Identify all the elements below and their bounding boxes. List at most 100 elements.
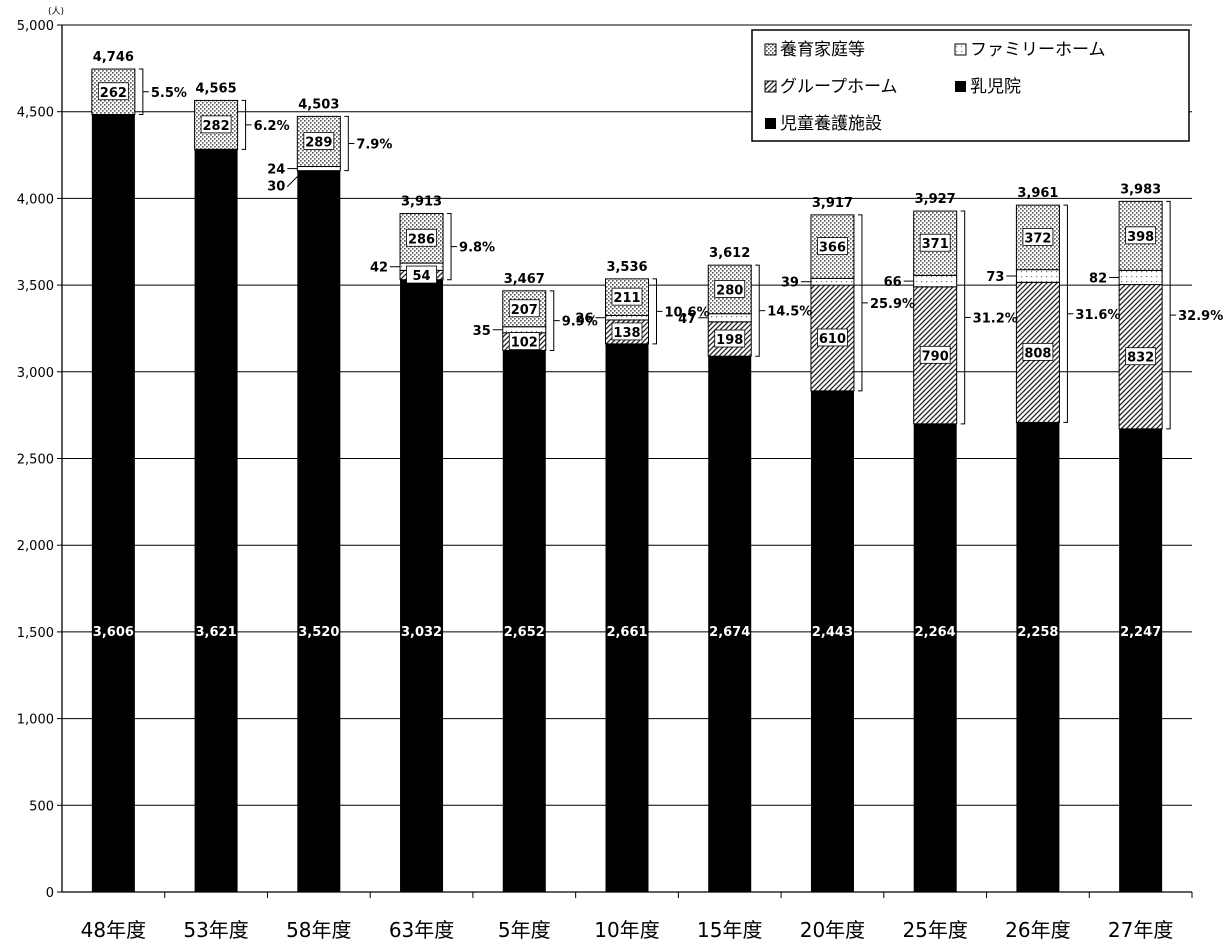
percent-label: 14.5% [767,305,812,320]
foster-value-label: 371 [922,237,949,252]
foster-value-label: 211 [613,291,640,306]
x-tick-label: 63年度 [389,918,454,942]
legend-label-childcare: 児童養護施設 [780,114,882,134]
legend-swatch-familyhome [954,43,967,56]
x-tick-label: 58年度 [286,918,351,942]
bar-familyhome [1015,269,1060,283]
foster-value-box [714,280,746,298]
legend-swatch-foster [764,43,777,56]
childcare-value-label: 2,443 [812,625,853,640]
foster-value-label: 280 [716,283,743,298]
foster-value-box [97,82,129,101]
foster-value-box [1125,226,1157,245]
percent-bracket [138,68,144,115]
percent-label: 9.9% [562,315,598,330]
legend-swatch-infanthome [955,81,966,92]
percent-bracket [447,212,452,281]
bar-childcare [91,114,135,892]
percent-bracket [1063,204,1068,423]
x-tick-label: 20年度 [800,918,865,942]
total-label: 3,917 [812,196,853,211]
grouphome-value-label: 790 [922,349,949,364]
grouphome-value-box [508,332,540,351]
total-label: 3,913 [401,194,442,209]
y-tick-label: 3,500 [17,279,54,294]
grouphome-value-label: 832 [1127,351,1154,366]
percent-label: 7.9% [356,138,392,153]
x-tick-label: 5年度 [498,918,551,942]
grouphome-value-label: 610 [819,332,846,347]
x-tick-label: 26年度 [1005,918,1070,942]
bar-childcare [297,170,341,892]
percent-label: 9.8% [459,241,495,256]
foster-value-label: 398 [1127,230,1154,245]
bar-familyhome [1118,269,1163,286]
childcare-value-label: 3,520 [298,625,339,640]
y-unit-label: (人) [48,6,64,17]
x-tick-label: 53年度 [183,918,248,942]
percent-label: 10.6% [665,305,710,320]
percent-bracket [344,115,349,172]
grouphome-value-box [1125,347,1157,366]
bar-familyhome [810,277,855,286]
percent-label: 31.2% [973,311,1018,326]
legend-label-foster: 養育家庭等 [780,40,865,60]
childcare-value-label: 3,621 [196,625,237,640]
grouphome-value-box [611,322,643,341]
percent-bracket [549,290,555,351]
familyhome-value-label: 66 [884,275,902,290]
total-label: 4,746 [93,50,134,65]
childcare-value-label: 2,264 [915,625,956,640]
extra-leader [286,176,298,188]
percent-label: 5.5% [151,86,187,101]
bar-childcare [810,390,854,892]
familyhome-value-label: 24 [267,163,285,178]
legend-label-familyhome: ファミリーホーム [970,40,1106,60]
bar-childcare [502,350,546,892]
grouphome-value-label: 198 [716,333,743,348]
legend-box [751,29,1190,142]
grouphome-value-box [406,265,437,284]
y-tick-label: 1,500 [17,626,54,641]
childcare-value-label: 3,606 [93,625,134,640]
foster-value-box [1022,228,1054,246]
familyhome-value-label: 82 [1089,271,1107,286]
total-label: 4,565 [196,81,237,96]
axes: 0 500 1,000 1,500 2,000 2,500 3,000 3,500 4,000 4… [17,19,1193,942]
bars [91,68,1163,893]
grouphome-value-label: 808 [1024,346,1051,361]
foster-value-label: 372 [1024,231,1051,246]
foster-value-label: 207 [511,303,538,318]
familyhome-value-label: 73 [986,270,1004,285]
foster-value-box [508,299,540,318]
foster-value-box [303,132,335,150]
bar-familyhome [605,314,649,321]
y-tick-label: 0 [46,886,54,901]
y-tick-label: 2,500 [17,453,54,468]
percent-label: 31.6% [1075,308,1120,323]
total-label: 3,612 [709,246,750,261]
bar-childcare [1119,428,1163,892]
y-tick-label: 4,500 [17,106,54,121]
legend-label-infanthome: 乳児院 [970,77,1021,97]
grouphome-value-label: 102 [511,336,538,351]
y-tick-label: 1,000 [17,713,54,728]
bar-familyhome [502,326,547,334]
x-tick-label: 48年度 [81,918,146,942]
x-tick-label: 25年度 [902,918,967,942]
grouphome-value-label: 54 [412,269,430,284]
total-label: 3,927 [915,192,956,207]
bar-familyhome [707,313,752,323]
y-tick-label: 3,000 [17,366,54,381]
percent-bracket [241,99,247,150]
childcare-value-label: 3,032 [401,625,442,640]
familyhome-value-label: 42 [370,261,388,276]
foster-value-box [919,233,951,252]
foster-value-box [611,287,643,306]
foster-value-label: 282 [203,119,230,134]
x-tick-label: 10年度 [594,918,659,942]
total-label: 3,961 [1017,186,1058,201]
total-label: 3,467 [504,272,545,287]
grouphome-value-box [919,345,951,364]
